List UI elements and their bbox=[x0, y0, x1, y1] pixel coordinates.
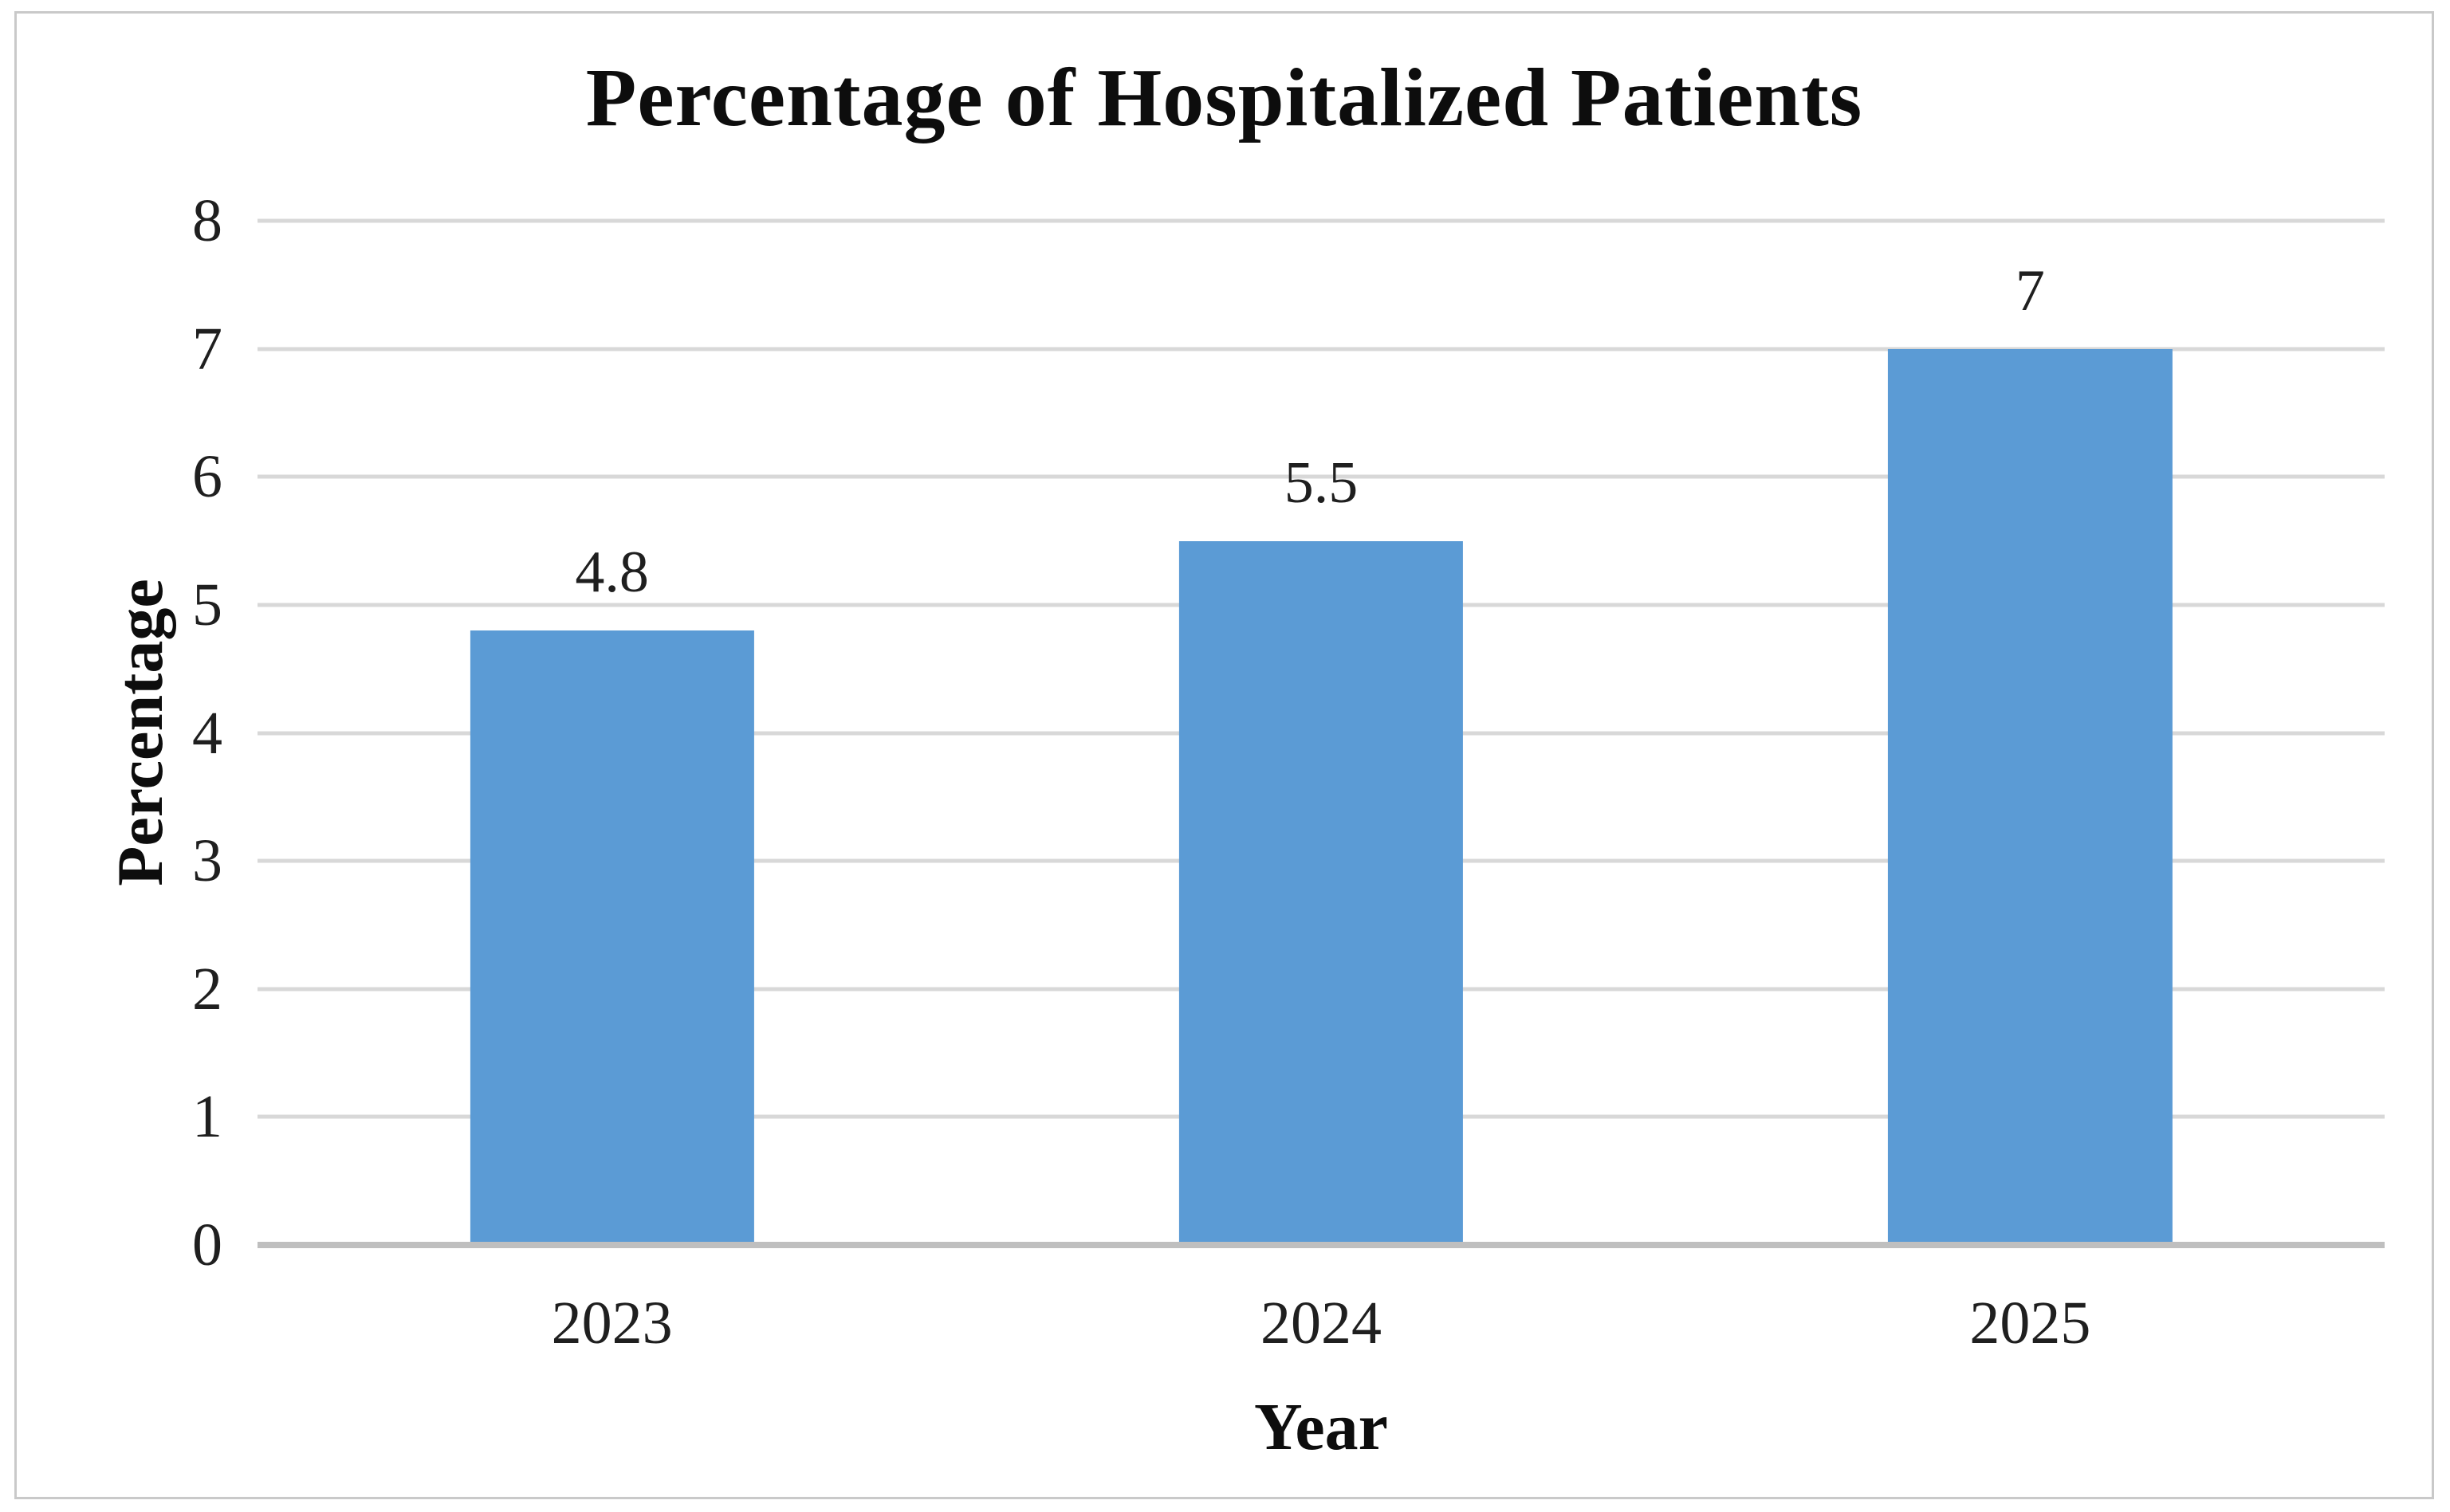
y-tick-label: 8 bbox=[192, 187, 222, 254]
bar-value-label: 5.5 bbox=[1284, 450, 1359, 516]
y-tick-label: 2 bbox=[192, 955, 222, 1023]
bar-value-label: 7 bbox=[2015, 257, 2045, 324]
bar-2023: 4.8 bbox=[470, 540, 754, 1245]
gridline bbox=[258, 474, 2385, 479]
x-axis-line bbox=[258, 1242, 2385, 1248]
gridline bbox=[258, 218, 2385, 223]
x-tick-label: 2025 bbox=[1969, 1290, 2091, 1357]
x-tick-label: 2023 bbox=[551, 1290, 673, 1357]
bar-value-label: 4.8 bbox=[575, 540, 649, 605]
bar-2025: 7 bbox=[1888, 258, 2173, 1245]
y-axis-ticks: 0 1 2 3 4 5 6 7 8 bbox=[17, 190, 222, 1275]
y-tick-label: 5 bbox=[192, 571, 222, 638]
y-tick-label: 6 bbox=[192, 443, 222, 511]
x-axis-title: Year bbox=[1254, 1390, 1388, 1464]
y-tick-label: 1 bbox=[192, 1083, 222, 1151]
y-tick-label: 3 bbox=[192, 827, 222, 895]
y-tick-label: 7 bbox=[192, 315, 222, 383]
gridline bbox=[258, 347, 2385, 351]
chart-title: Percentage of Hospitalized Patients bbox=[585, 52, 1863, 143]
x-tick-label: 2024 bbox=[1260, 1290, 1382, 1357]
chart-container: Percentage of Hospitalized Patients Perc… bbox=[14, 11, 2434, 1499]
x-axis-ticks: 2023 2024 2025 bbox=[258, 1289, 2385, 1369]
bar-2024: 5.5 bbox=[1178, 450, 1464, 1245]
y-tick-label: 4 bbox=[192, 699, 222, 767]
y-tick-label: 0 bbox=[192, 1212, 222, 1278]
plot-area: 4.8 5.5 7 bbox=[258, 218, 2385, 1248]
